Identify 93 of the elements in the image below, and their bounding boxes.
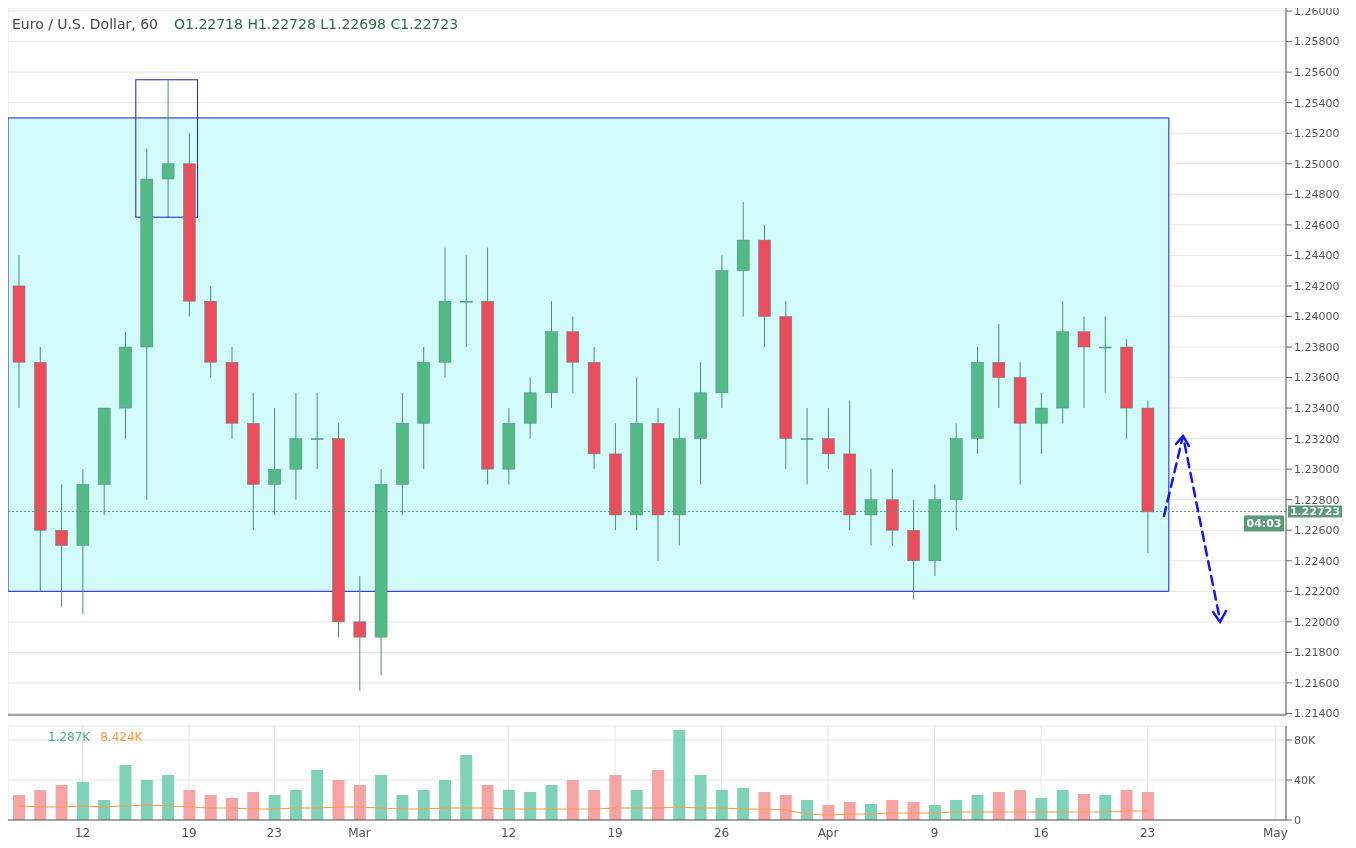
y-tick-label: 1.23800 <box>1294 340 1340 354</box>
y-tick-label: 1.23200 <box>1294 432 1340 446</box>
bar <box>566 780 579 820</box>
bar <box>353 785 366 820</box>
bar <box>311 770 324 820</box>
candlestick <box>268 407 281 516</box>
bar <box>119 765 132 820</box>
annotation: 04:03 <box>1246 517 1282 531</box>
y-tick-label: 1.24200 <box>1294 279 1340 293</box>
line-series <box>18 804 1149 816</box>
y-tick-label: 1.23000 <box>1294 463 1340 477</box>
category-label: 16 <box>1033 825 1049 840</box>
candlestick <box>161 79 175 218</box>
candlestick <box>310 392 324 470</box>
candlestick <box>1035 392 1048 455</box>
bar <box>417 790 430 820</box>
ref-line-label: 1.22723 <box>1289 505 1341 519</box>
y-tick-label: 0 <box>1294 813 1301 827</box>
candlestick <box>460 254 473 348</box>
category-label: Apr <box>817 825 839 840</box>
candlestick <box>1099 315 1112 394</box>
bar <box>375 775 388 820</box>
bar <box>183 790 196 820</box>
candlestick <box>992 323 1006 409</box>
category-label: 23 <box>1139 825 1156 840</box>
bar <box>588 790 601 820</box>
y-tick-label: 1.22000 <box>1294 615 1340 629</box>
bar <box>162 775 175 820</box>
y-tick-label: 1.23600 <box>1294 371 1340 385</box>
bar <box>1014 790 1027 820</box>
y-tick-label: 1.24000 <box>1294 310 1340 324</box>
text: Euro / U.S. Dollar, 60 <box>12 16 159 32</box>
y-tick-label: 1.24600 <box>1294 218 1340 232</box>
bar <box>694 775 707 820</box>
y-tick-label: 1.22400 <box>1294 554 1340 568</box>
bar <box>609 775 622 820</box>
y-tick-label: 1.22800 <box>1294 493 1340 507</box>
category-label: 9 <box>930 825 939 840</box>
annotation: 8.424K <box>100 730 143 744</box>
text: O1.22718 H1.22728 L1.22698 C1.22723 <box>174 16 459 32</box>
bar <box>34 790 47 820</box>
category-label: 19 <box>181 825 197 840</box>
bar <box>332 780 345 820</box>
candlestick <box>353 575 367 692</box>
bar <box>289 790 302 820</box>
category-label: 12 <box>74 825 91 840</box>
annotation: 1.287K <box>48 730 91 744</box>
y-tick-label: 1.25200 <box>1294 127 1340 141</box>
y-tick-label: 1.25000 <box>1294 157 1340 171</box>
bar <box>76 782 89 820</box>
category-label: Mar <box>348 825 371 840</box>
y-tick-label: 1.25600 <box>1294 66 1340 80</box>
y-tick-label: 1.25800 <box>1294 35 1340 49</box>
bar <box>55 785 68 820</box>
bar <box>758 792 771 820</box>
bar <box>737 788 750 820</box>
y-tick-label: 1.21800 <box>1294 646 1340 660</box>
bar <box>140 780 153 820</box>
y-tick-label: 40K <box>1294 773 1316 787</box>
y-tick-label: 1.23400 <box>1294 401 1340 415</box>
bar <box>630 790 643 820</box>
bar <box>1120 790 1133 820</box>
y-tick-label: 1.22600 <box>1294 524 1340 538</box>
bar <box>481 785 494 820</box>
candlestick <box>800 407 814 485</box>
bar <box>652 770 664 820</box>
category-label: 26 <box>713 825 730 840</box>
bar <box>673 730 686 820</box>
bar <box>545 785 558 820</box>
category-label: 12 <box>500 825 517 840</box>
bar <box>779 795 792 820</box>
y-tick-label: 1.22200 <box>1294 585 1340 599</box>
category-label: 23 <box>266 825 282 840</box>
y-tick-label: 1.21400 <box>1294 707 1340 721</box>
candlestick <box>822 407 835 470</box>
y-tick-label: 1.24800 <box>1294 188 1340 202</box>
candlestick <box>55 483 68 608</box>
category-label: May <box>1262 825 1288 840</box>
bar <box>13 795 25 820</box>
bar <box>715 790 728 820</box>
y-tick-label: 1.24400 <box>1294 249 1340 263</box>
candlestick <box>864 468 878 546</box>
bar <box>1141 792 1154 820</box>
bar <box>460 755 473 820</box>
candlestick <box>1077 315 1091 409</box>
bar <box>502 790 515 820</box>
y-tick-label: 80K <box>1294 733 1316 747</box>
y-tick-label: 1.25400 <box>1294 96 1340 110</box>
bar <box>1056 790 1069 820</box>
category-label: 19 <box>607 825 623 840</box>
y-tick-label: 1.21600 <box>1294 676 1340 690</box>
bar <box>439 780 451 820</box>
bar <box>247 792 260 820</box>
